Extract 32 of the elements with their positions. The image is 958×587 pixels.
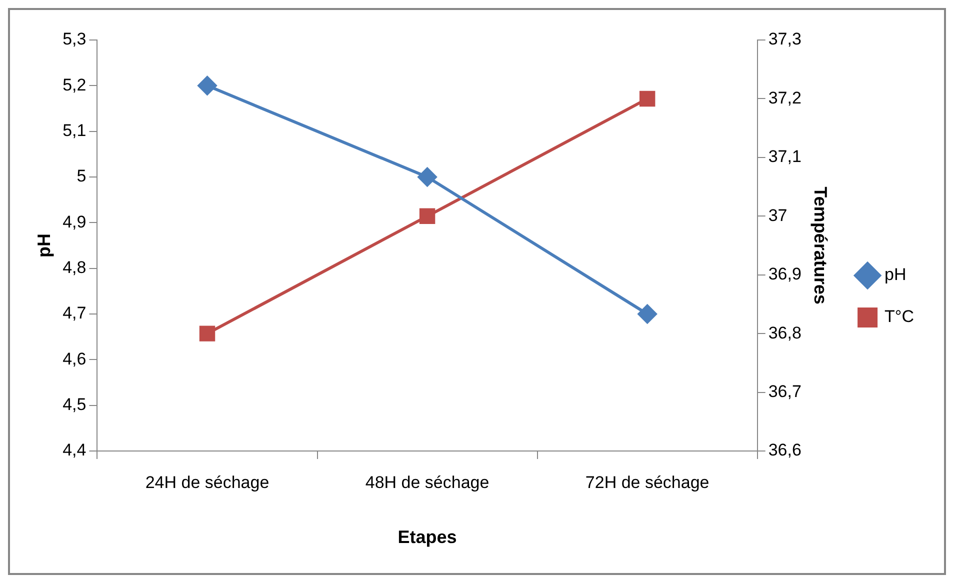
- y-tick-label: 4,7: [62, 304, 86, 323]
- y-tick-label: 4,4: [62, 440, 86, 460]
- y-tick-label: 5,1: [62, 121, 86, 140]
- y2-tick-label: 37,3: [768, 30, 802, 49]
- point: [639, 90, 656, 107]
- x-tick-label: 48H de séchage: [365, 472, 490, 492]
- y-tick-label: 5,3: [62, 30, 86, 49]
- y-tick-label: 5: [76, 166, 86, 186]
- y2-tick-label: 36,8: [768, 323, 802, 342]
- y2-tick-label: 36,9: [768, 264, 802, 284]
- point: [419, 208, 436, 224]
- y-axis-title: pH: [34, 234, 54, 258]
- y2-axis-title: Températures: [810, 186, 830, 304]
- legend-label: pH: [884, 265, 906, 284]
- y-tick-label: 4,5: [62, 395, 86, 414]
- y-tick-label: 4,9: [62, 212, 86, 232]
- point: [199, 326, 216, 342]
- y2-tick-label: 36,6: [768, 440, 802, 460]
- y2-tick-label: 37,2: [768, 88, 802, 108]
- point: [418, 168, 437, 186]
- point: [638, 304, 657, 324]
- y-tick-label: 4,6: [62, 349, 86, 368]
- y2-tick-label: 37: [768, 206, 788, 225]
- x-axis-title: Etapes: [398, 527, 457, 548]
- y2-tick-label: 36,7: [768, 382, 802, 401]
- point: [198, 76, 217, 96]
- x-tick-label: 72H de séchage: [585, 472, 710, 492]
- y-tick-label: 5,2: [62, 75, 86, 94]
- x-tick-label: 24H de séchage: [145, 472, 270, 492]
- legend-label: T°C: [884, 307, 914, 326]
- y2-tick-label: 37,1: [768, 147, 802, 166]
- y-tick-label: 4,8: [62, 258, 86, 278]
